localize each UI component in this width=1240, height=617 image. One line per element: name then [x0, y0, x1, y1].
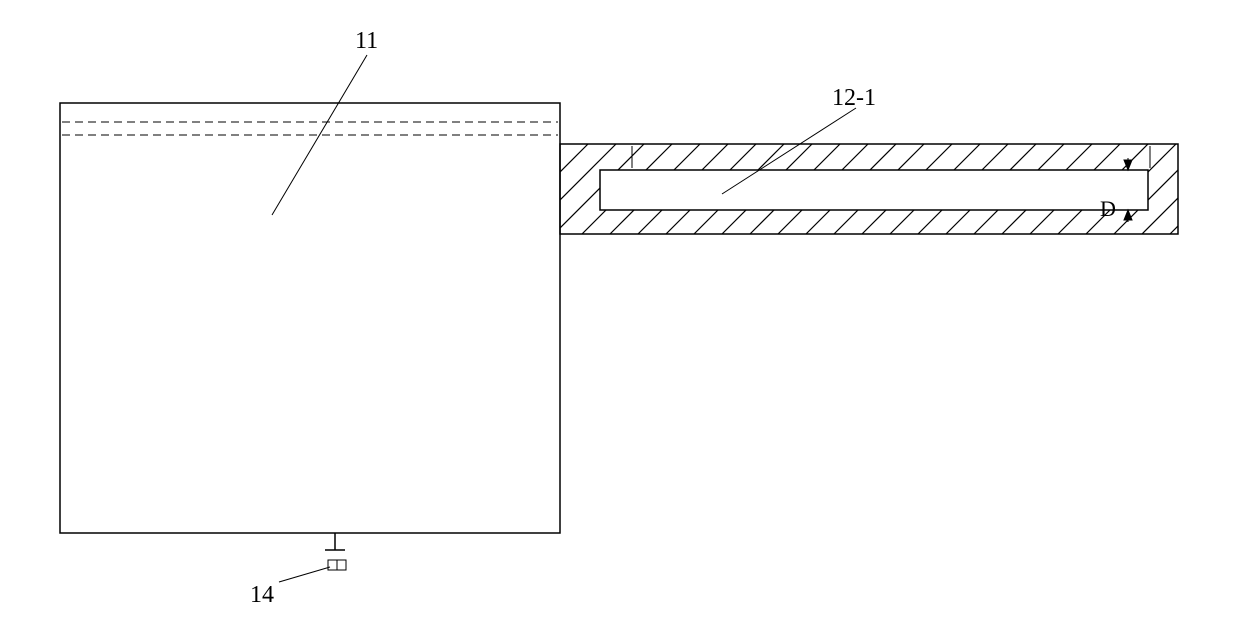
label-D: D [1100, 196, 1116, 222]
inner-slot [600, 170, 1148, 210]
leader-line-14 [279, 567, 330, 582]
main-box [60, 103, 560, 533]
label-12-1: 12-1 [832, 85, 876, 112]
engineering-diagram [0, 0, 1240, 617]
label-14: 14 [250, 582, 274, 609]
label-11: 11 [355, 28, 378, 55]
